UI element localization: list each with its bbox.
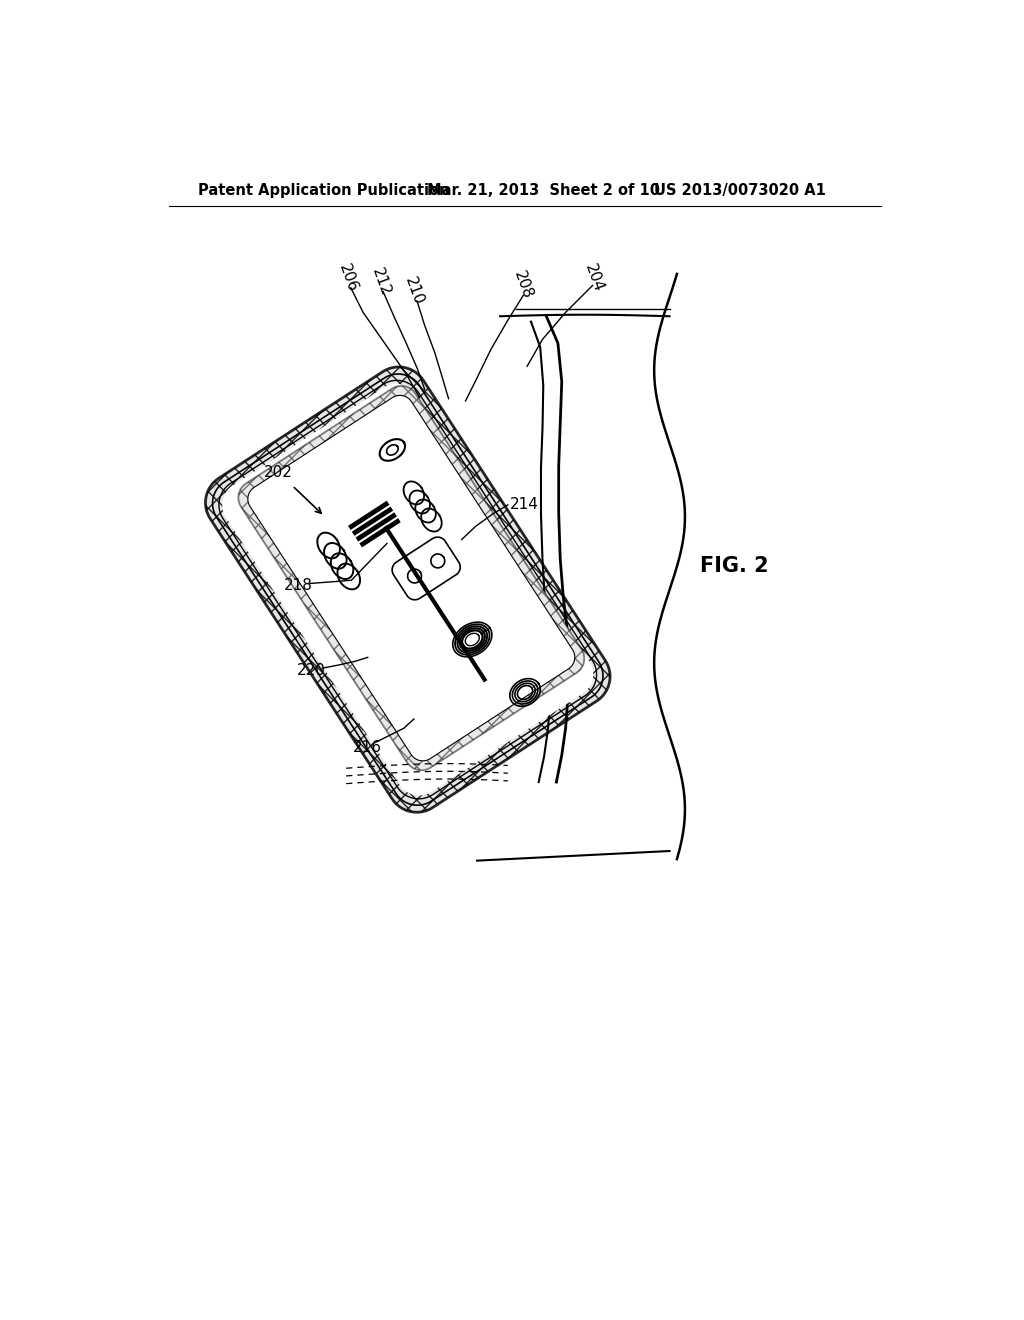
Polygon shape xyxy=(248,396,574,760)
Text: 214: 214 xyxy=(509,498,539,512)
Polygon shape xyxy=(206,367,610,812)
Polygon shape xyxy=(392,537,460,599)
Text: Patent Application Publication: Patent Application Publication xyxy=(199,183,450,198)
Polygon shape xyxy=(222,384,593,796)
Text: 206: 206 xyxy=(337,261,360,294)
Text: Mar. 21, 2013  Sheet 2 of 10: Mar. 21, 2013 Sheet 2 of 10 xyxy=(427,183,660,198)
Text: US 2013/0073020 A1: US 2013/0073020 A1 xyxy=(654,183,826,198)
Text: 202: 202 xyxy=(264,465,293,480)
Text: 220: 220 xyxy=(297,663,326,678)
Text: 218: 218 xyxy=(284,578,313,593)
Text: 210: 210 xyxy=(402,275,426,308)
Text: 212: 212 xyxy=(369,265,393,298)
Text: 216: 216 xyxy=(353,741,382,755)
Polygon shape xyxy=(239,385,585,771)
Text: FIG. 2: FIG. 2 xyxy=(700,557,769,577)
Text: 208: 208 xyxy=(511,269,536,301)
Text: 204: 204 xyxy=(582,261,606,294)
